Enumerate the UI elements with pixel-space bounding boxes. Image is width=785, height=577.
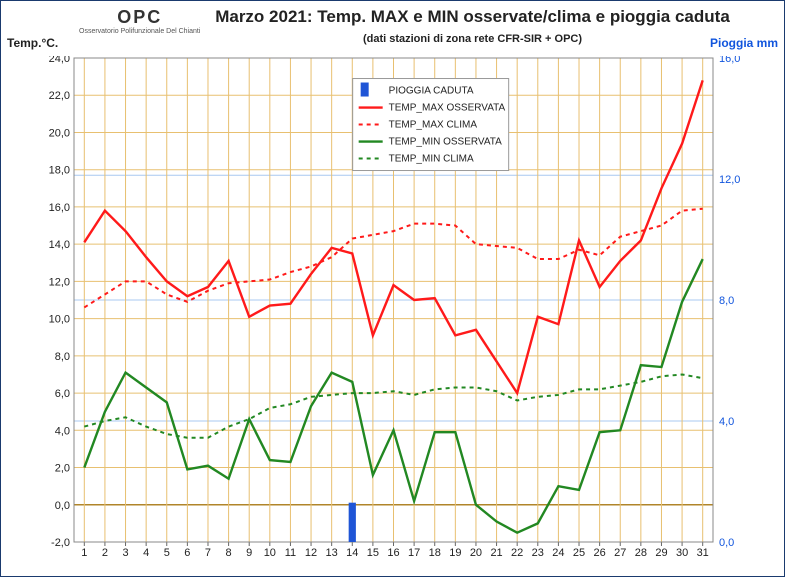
- x-tick-label: 14: [346, 547, 358, 558]
- x-tick-label: 6: [184, 547, 190, 558]
- y-tick-left: 4,0: [55, 425, 70, 437]
- x-tick-label: 4: [143, 547, 149, 558]
- x-tick-label: 29: [655, 547, 667, 558]
- x-tick-label: 10: [264, 547, 276, 558]
- x-tick-label: 2: [102, 547, 108, 558]
- y-tick-left: -2,0: [51, 537, 70, 549]
- legend-label: TEMP_MIN CLIMA: [389, 154, 474, 165]
- x-tick-label: 26: [594, 547, 606, 558]
- x-tick-label: 3: [122, 547, 128, 558]
- legend-swatch-bar: [361, 83, 369, 97]
- y-tick-left: 6,0: [55, 388, 70, 400]
- y-tick-left: 10,0: [49, 314, 70, 326]
- y-tick-left: 8,0: [55, 351, 70, 363]
- x-tick-label: 22: [511, 547, 523, 558]
- plot-svg: -2,00,02,04,06,08,010,012,014,016,018,02…: [46, 56, 741, 558]
- y-tick-left: 0,0: [55, 500, 70, 512]
- legend-label: TEMP_MIN OSSERVATA: [389, 137, 502, 148]
- legend-label: TEMP_MAX OSSERVATA: [389, 103, 506, 114]
- x-tick-label: 28: [635, 547, 647, 558]
- y-tick-right: 16,0: [719, 56, 740, 65]
- y-tick-left: 18,0: [49, 165, 70, 177]
- chart-container: OPC Osservatorio Polifunzionale Del Chia…: [0, 0, 785, 577]
- y-tick-right: 0,0: [719, 537, 734, 549]
- x-tick-label: 19: [449, 547, 461, 558]
- rain-bar: [349, 503, 356, 542]
- y-axis-label-right: Pioggia mm: [710, 36, 778, 50]
- x-tick-label: 17: [408, 547, 420, 558]
- y-axis-label-left: Temp.°C.: [7, 36, 58, 50]
- x-tick-label: 16: [387, 547, 399, 558]
- x-tick-label: 12: [305, 547, 317, 558]
- x-tick-label: 31: [697, 547, 709, 558]
- plot-area: -2,00,02,04,06,08,010,012,014,016,018,02…: [46, 56, 739, 556]
- y-tick-left: 14,0: [49, 239, 70, 251]
- x-tick-label: 23: [532, 547, 544, 558]
- y-tick-left: 2,0: [55, 463, 70, 475]
- y-tick-left: 20,0: [49, 127, 70, 139]
- x-tick-label: 25: [573, 547, 585, 558]
- y-tick-left: 12,0: [49, 276, 70, 288]
- x-tick-label: 30: [676, 547, 688, 558]
- x-tick-label: 21: [490, 547, 502, 558]
- x-tick-label: 24: [552, 547, 564, 558]
- x-tick-label: 8: [226, 547, 232, 558]
- y-tick-left: 24,0: [49, 56, 70, 65]
- y-tick-left: 16,0: [49, 202, 70, 214]
- y-tick-right: 8,0: [719, 295, 734, 307]
- legend-label: PIOGGIA CADUTA: [389, 86, 474, 97]
- title-text: Marzo 2021: Temp. MAX e MIN osservate/cl…: [215, 7, 730, 26]
- x-tick-label: 27: [614, 547, 626, 558]
- chart-title: Marzo 2021: Temp. MAX e MIN osservate/cl…: [181, 7, 764, 47]
- x-tick-label: 11: [285, 547, 296, 558]
- x-tick-label: 9: [246, 547, 252, 558]
- subtitle-text: (dati stazioni di zona rete CFR-SIR + OP…: [363, 33, 582, 45]
- y-tick-right: 12,0: [719, 174, 740, 186]
- x-tick-label: 20: [470, 547, 482, 558]
- x-tick-label: 1: [81, 547, 87, 558]
- x-tick-label: 15: [367, 547, 379, 558]
- y-tick-right: 4,0: [719, 416, 734, 428]
- x-tick-label: 13: [326, 547, 338, 558]
- legend-label: TEMP_MAX CLIMA: [389, 120, 478, 131]
- y-tick-left: 22,0: [49, 90, 70, 102]
- x-tick-label: 5: [164, 547, 170, 558]
- x-tick-label: 18: [429, 547, 441, 558]
- x-tick-label: 7: [205, 547, 211, 558]
